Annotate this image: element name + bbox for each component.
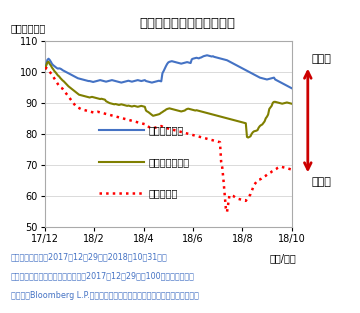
Text: 通貨高: 通貨高 bbox=[311, 54, 331, 64]
Text: 通貨安: 通貨安 bbox=[311, 177, 331, 187]
Text: （ポイント）: （ポイント） bbox=[10, 23, 46, 33]
Text: ブラジルレアル: ブラジルレアル bbox=[149, 157, 190, 167]
Text: メキシコペソ: メキシコペソ bbox=[149, 125, 184, 135]
Text: 【主要新興国通貨の動向】: 【主要新興国通貨の動向】 bbox=[139, 17, 235, 30]
Text: （出所）Bloomberg L.P.のデータを基に三井住友アセットマネジメント作成: （出所）Bloomberg L.P.のデータを基に三井住友アセットマネジメント作… bbox=[11, 291, 199, 300]
Text: （注２）データは円ベースで作成、2017年12月29日を100として指数化。: （注２）データは円ベースで作成、2017年12月29日を100として指数化。 bbox=[11, 271, 195, 280]
Text: （注１）データは2017年12月29日～2018年10月31日。: （注１）データは2017年12月29日～2018年10月31日。 bbox=[11, 252, 167, 261]
Text: （年/月）: （年/月） bbox=[270, 253, 297, 263]
Text: トルコリラ: トルコリラ bbox=[149, 188, 178, 198]
